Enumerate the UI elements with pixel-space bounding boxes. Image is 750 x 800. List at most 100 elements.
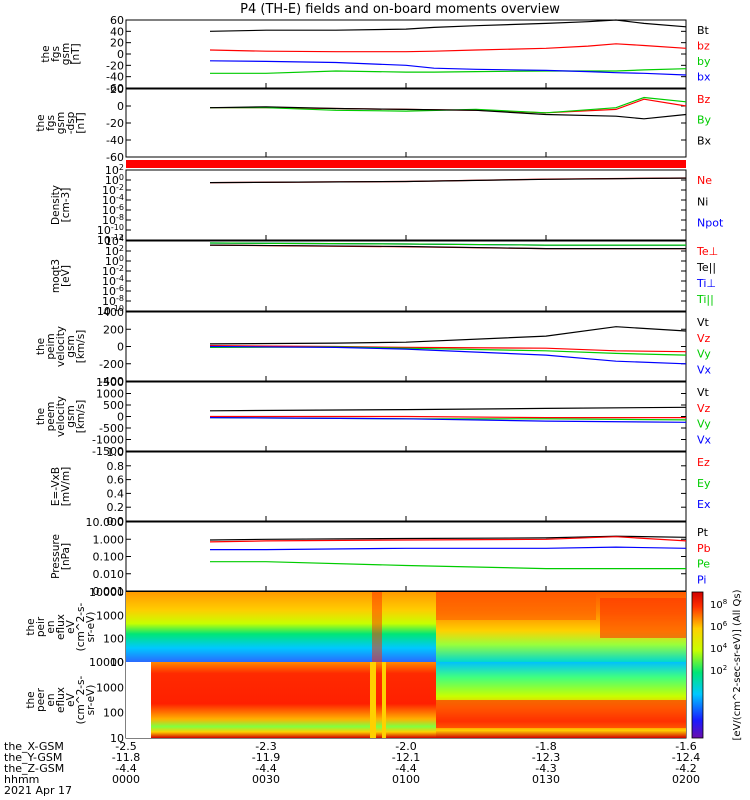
- legend-Vy: Vy: [697, 348, 711, 361]
- y-tick-label: 1000: [96, 681, 124, 694]
- y-axis-label: peem: [45, 402, 57, 432]
- y-tick-label: 10000: [89, 656, 124, 669]
- colorbar: 108 106 104 102 [eV/(cm^2-sec-sr-eV)] (All …: [691, 589, 743, 740]
- y-tick-label: 1500: [96, 376, 124, 389]
- y-tick-label: -60: [106, 151, 124, 164]
- y-tick-label: -400: [99, 375, 124, 388]
- panels-layer: 6040200-20-40-60thefgsgsm[nT]Btbzbybx200…: [25, 14, 724, 745]
- y-tick-label: 100: [103, 707, 124, 720]
- panel-4: 10410210010-210-410-610-810-10moqt3[eV]T…: [50, 234, 718, 318]
- y-tick-label: 1.0: [107, 446, 125, 459]
- y-axis-label: [nT]: [75, 112, 87, 133]
- legend-Ez: Ez: [697, 456, 710, 469]
- y-tick-label: 10: [110, 656, 124, 669]
- position-footer: the_X-GSM -2.5 -2.3 -2.0 -1.8 -1.6 the_Y-GSM -1…: [4, 740, 700, 797]
- y-axis-label: gsm: [65, 405, 77, 427]
- footer-value: -1.6: [675, 740, 696, 753]
- legend-Ex: Ex: [697, 498, 711, 511]
- series-By: [210, 96, 687, 114]
- footer-row-label: the_Z-GSM: [4, 762, 64, 775]
- spectrogram-electron: [126, 662, 686, 738]
- legend-Vz: Vz: [697, 402, 711, 415]
- footer-row-label: hhmm: [4, 773, 39, 786]
- series-Ti||: [209, 242, 686, 246]
- y-tick-label: -20: [106, 117, 124, 130]
- legend-Ni: Ni: [697, 195, 708, 208]
- y-tick-label: 20: [110, 83, 124, 96]
- legend-By: By: [697, 114, 712, 127]
- y-tick-label: -20: [106, 59, 124, 72]
- y-tick-label: -200: [99, 358, 124, 371]
- y-axis-label: the: [35, 338, 47, 355]
- y-axis-label: Pressure: [50, 534, 62, 579]
- y-tick-label: 60: [110, 14, 124, 27]
- y-axis-label: eV: [65, 619, 77, 633]
- y-tick-label: 1.000: [93, 533, 125, 546]
- series-Vx: [209, 345, 687, 365]
- series-Bz: [210, 98, 687, 114]
- series-Bt: [209, 19, 687, 32]
- y-tick-label: -40: [106, 134, 124, 147]
- y-axis-label: the: [35, 408, 47, 425]
- panel-frame: [125, 88, 687, 158]
- legend-Ey: Ey: [697, 477, 711, 490]
- y-axis-label: velocity: [55, 396, 67, 437]
- y-axis-label: peim: [45, 333, 57, 359]
- y-tick-label: 40: [110, 25, 124, 38]
- y-axis-label: moqt3: [50, 259, 62, 293]
- panel-frame: [125, 240, 687, 312]
- colorbar-label: [eV/(cm^2-sec-sr-eV)] (All Qs): [732, 589, 743, 740]
- footer-value: -2.5: [115, 740, 136, 753]
- legend-Bz: Bz: [697, 93, 711, 106]
- series-Ni: [209, 177, 687, 184]
- y-axis-label: fgs: [45, 115, 57, 131]
- y-tick-label: 0.2: [107, 501, 125, 514]
- y-tick-label: 1000: [96, 609, 124, 622]
- panel-frame: [125, 521, 687, 592]
- y-tick-label: -60: [106, 82, 124, 95]
- y-tick-label: -1000: [92, 434, 124, 447]
- y-tick-label: 0.0: [107, 515, 125, 528]
- y-tick-label: 10.000: [86, 516, 125, 529]
- colorbar-tick-label: 108: [710, 598, 727, 611]
- legend-Pt: Pt: [697, 526, 709, 539]
- legend-by: by: [697, 55, 711, 68]
- footer-value: -4.2: [675, 762, 696, 775]
- y-axis-label: the: [40, 45, 52, 62]
- legend-Vx: Vx: [697, 433, 712, 446]
- series-Pe: [210, 561, 686, 570]
- series-Te||: [209, 244, 686, 250]
- legend-Ti⊥: Ti⊥: [696, 277, 716, 290]
- legend-Pi: Pi: [697, 573, 706, 586]
- legend-Pe: Pe: [697, 558, 710, 571]
- y-axis-label: the: [25, 691, 37, 708]
- y-axis-label: sr-eV): [85, 685, 97, 716]
- series-bz: [209, 43, 687, 53]
- legend-Pb: Pb: [697, 542, 711, 555]
- y-axis-label: [km/s]: [75, 330, 87, 364]
- y-axis-label: E=-VxB: [50, 467, 62, 506]
- series-Vt: [209, 406, 687, 412]
- y-axis-label: [mV/m]: [60, 467, 72, 506]
- y-axis-label: [cm-3]: [60, 188, 72, 223]
- y-tick-label: -500: [99, 422, 124, 435]
- legend-Te||: Te||: [696, 261, 716, 274]
- y-tick-label: 400: [103, 306, 124, 319]
- y-axis-label: Density: [50, 185, 62, 225]
- y-axis-label: (cm^2-s-: [75, 602, 87, 651]
- y-axis-label: [km/s]: [75, 400, 87, 434]
- y-tick-label: 0: [117, 48, 124, 61]
- series-Pt: [209, 535, 687, 541]
- footer-value: -2.0: [395, 740, 416, 753]
- y-axis-label: fgs: [50, 46, 62, 62]
- y-tick-label: 10: [110, 732, 124, 745]
- footer-value: -11.9: [252, 751, 280, 764]
- y-tick-label: 0.001: [93, 585, 125, 598]
- footer-row-label: the_Y-GSM: [4, 751, 62, 764]
- y-tick-label: 0: [117, 411, 124, 424]
- series-Bx: [209, 106, 687, 120]
- footer-date: 2021 Apr 17: [4, 784, 72, 797]
- legend-Vt: Vt: [697, 386, 710, 399]
- footer-value: 0130: [532, 773, 560, 786]
